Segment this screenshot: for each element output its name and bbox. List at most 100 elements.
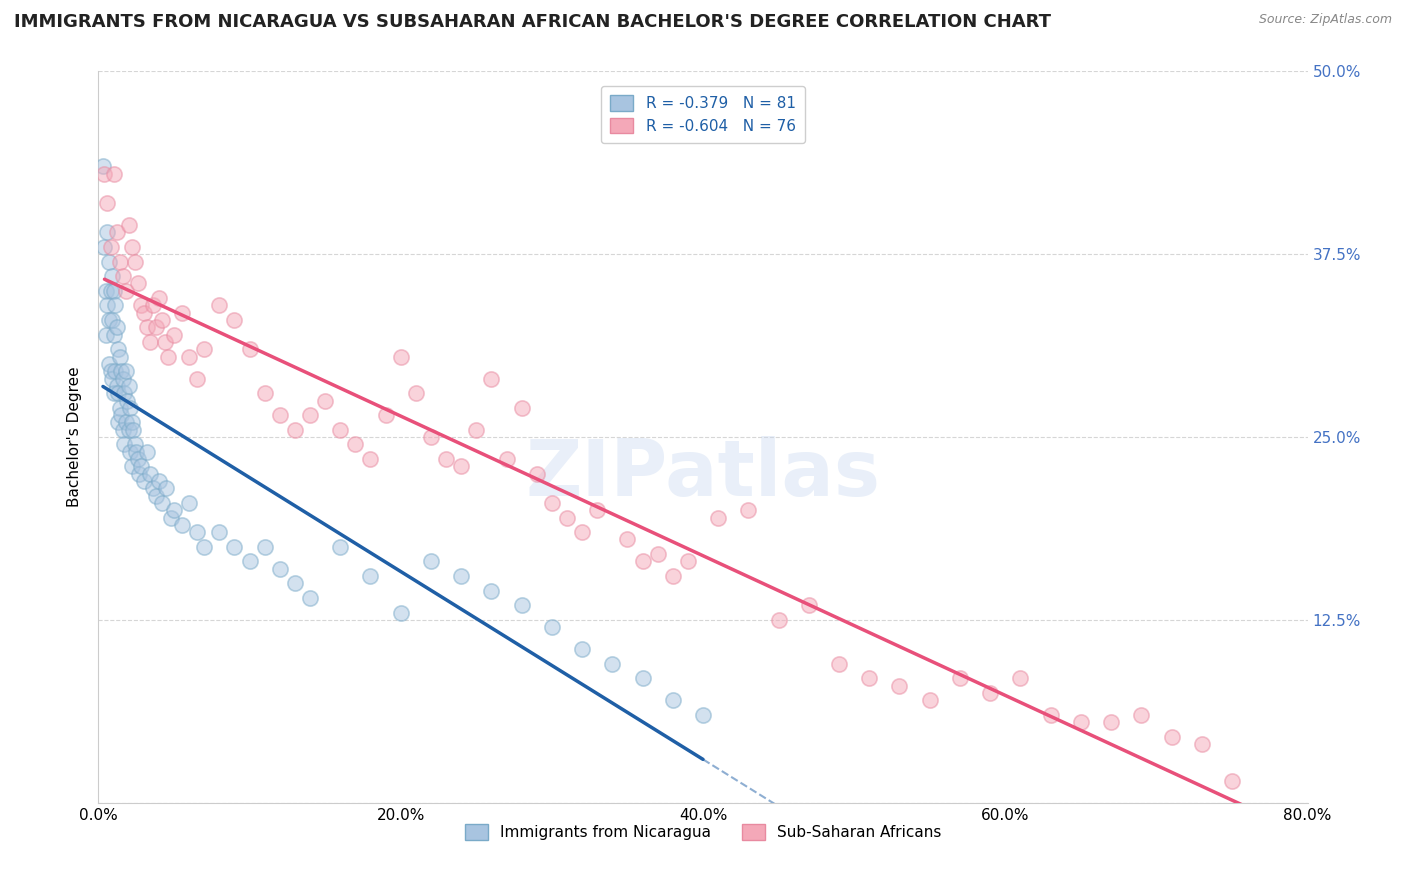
Point [153, 334, 176, 349]
Point [163, 327, 186, 342]
Point [103, 284, 125, 298]
Point [526, 467, 548, 481]
Point [481, 371, 503, 385]
Point [98, 357, 121, 371]
Point [132, 306, 155, 320]
Point [114, 284, 136, 298]
Point [768, 613, 790, 627]
Point [208, 298, 231, 312]
Point [129, 298, 152, 312]
Point [120, 444, 142, 458]
Point [193, 343, 215, 357]
Point [495, 452, 517, 467]
Point [616, 533, 638, 547]
Point [707, 510, 730, 524]
Point [360, 569, 382, 583]
Point [828, 657, 851, 671]
Point [329, 540, 352, 554]
Point [112, 386, 135, 401]
Point [269, 408, 291, 422]
Point [676, 554, 699, 568]
Point [104, 364, 127, 378]
Point [128, 467, 150, 481]
Point [858, 672, 880, 686]
Point [124, 437, 146, 451]
Point [100, 240, 122, 254]
Point [150, 313, 173, 327]
Point [93, 167, 115, 181]
Point [239, 554, 262, 568]
Point [631, 672, 654, 686]
Point [132, 474, 155, 488]
Point [510, 401, 533, 415]
Point [571, 525, 593, 540]
Point [118, 423, 141, 437]
Point [94, 327, 117, 342]
Point [253, 540, 276, 554]
Point [1130, 708, 1153, 723]
Point [510, 599, 533, 613]
Point [105, 320, 128, 334]
Point [93, 240, 115, 254]
Point [374, 408, 396, 422]
Point [135, 444, 157, 458]
Point [121, 459, 143, 474]
Point [110, 364, 132, 378]
Point [737, 503, 759, 517]
Point [797, 599, 820, 613]
Point [692, 708, 714, 723]
Point [124, 254, 146, 268]
Point [284, 423, 307, 437]
Point [111, 371, 134, 385]
Point [105, 225, 128, 239]
Point [107, 343, 129, 357]
Point [163, 503, 186, 517]
Point [120, 401, 142, 415]
Point [96, 225, 118, 239]
Point [193, 540, 215, 554]
Point [108, 254, 131, 268]
Point [103, 327, 125, 342]
Point [329, 423, 352, 437]
Point [586, 503, 609, 517]
Text: IMMIGRANTS FROM NICARAGUA VS SUBSAHARAN AFRICAN BACHELOR'S DEGREE CORRELATION CH: IMMIGRANTS FROM NICARAGUA VS SUBSAHARAN … [14, 13, 1052, 31]
Point [111, 423, 134, 437]
Point [949, 672, 972, 686]
Point [122, 423, 145, 437]
Point [918, 693, 941, 707]
Point [208, 525, 231, 540]
Point [142, 298, 165, 312]
Point [103, 386, 125, 401]
Point [98, 313, 121, 327]
Point [647, 547, 669, 561]
Point [979, 686, 1001, 700]
Point [170, 517, 193, 532]
Point [299, 408, 322, 422]
Point [148, 474, 170, 488]
Point [420, 430, 443, 444]
Point [389, 606, 412, 620]
Point [118, 379, 141, 393]
Text: Source: ZipAtlas.com: Source: ZipAtlas.com [1258, 13, 1392, 27]
Legend: Immigrants from Nicaragua, Sub-Saharan Africans: Immigrants from Nicaragua, Sub-Saharan A… [458, 818, 948, 847]
Point [450, 459, 472, 474]
Point [571, 642, 593, 657]
Point [1070, 715, 1092, 730]
Point [540, 620, 562, 634]
Point [186, 371, 208, 385]
Point [114, 364, 136, 378]
Point [661, 693, 683, 707]
Point [115, 393, 138, 408]
Point [360, 452, 382, 467]
Point [150, 496, 173, 510]
Point [314, 393, 336, 408]
Point [1039, 708, 1062, 723]
Point [139, 334, 162, 349]
Point [101, 313, 124, 327]
Point [121, 416, 143, 430]
Point [1220, 773, 1243, 788]
Point [111, 269, 134, 284]
Point [98, 254, 121, 268]
Point [135, 320, 157, 334]
Point [100, 284, 122, 298]
